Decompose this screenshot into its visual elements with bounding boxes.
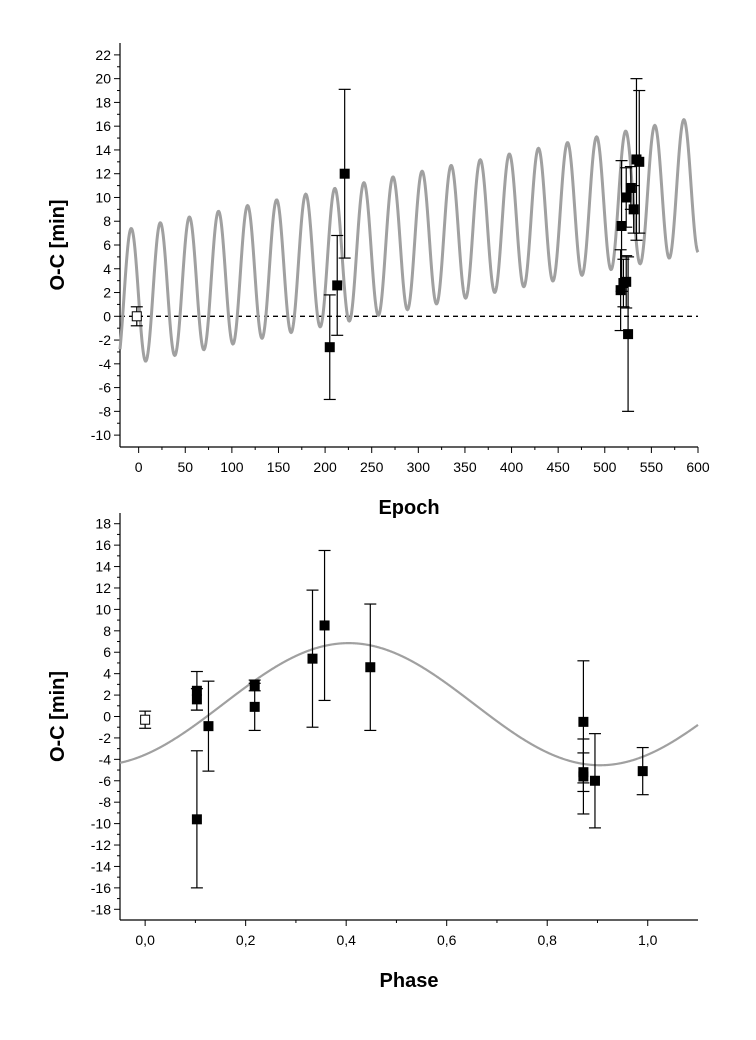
- y-tick-label: 0: [103, 308, 111, 324]
- epoch-chart: -10 -8 -6 -4 -2 0 2 4 6 8 10 12 14 16 18 20 22 0 50 100 150 2…: [47, 43, 710, 519]
- y-tick-label: -6: [99, 380, 112, 396]
- x-axis-title: Epoch: [378, 497, 439, 519]
- y-tick-label: -6: [99, 773, 112, 789]
- y-tick-label: -4: [99, 356, 112, 372]
- y-tick-label: 12: [95, 580, 111, 596]
- data-point: [319, 620, 330, 631]
- x-tick-label: 0: [135, 459, 143, 475]
- y-tick-label: 12: [95, 166, 111, 182]
- data-point: [332, 280, 343, 291]
- x-tick-label: 0,0: [135, 932, 155, 948]
- y-tick-label: 6: [103, 237, 111, 253]
- y-tick-label: 8: [103, 213, 111, 229]
- y-tick-label: -2: [99, 332, 112, 348]
- data-point: [616, 220, 627, 231]
- y-tick-label: -10: [91, 427, 111, 443]
- y-tick-label: -8: [99, 403, 112, 419]
- model-curve: [119, 642, 699, 767]
- y-tick-label: 18: [95, 94, 111, 110]
- phase-chart: -18 -16 -14 -12 -10 -8 -6 -4 -2 0 2 4 6 8 10 12 14 16 18 0,…: [47, 513, 699, 992]
- y-tick-label: -4: [99, 751, 112, 767]
- y-tick-label: 10: [95, 601, 111, 617]
- y-tick-label: 4: [103, 666, 111, 682]
- y-tick-label: -8: [99, 794, 112, 810]
- data-point: [578, 771, 589, 782]
- x-tick-label: 0,8: [537, 932, 557, 948]
- model-curve: [118, 118, 700, 363]
- x-tick-label: 100: [220, 459, 244, 475]
- y-tick-label: 20: [95, 71, 111, 87]
- data-point: [191, 694, 202, 705]
- data-point: [621, 276, 632, 287]
- x-tick-label: 400: [500, 459, 524, 475]
- data-point: [637, 766, 648, 777]
- x-tick-label: 600: [686, 459, 710, 475]
- y-tick-label: 4: [103, 261, 111, 277]
- data-point: [191, 814, 202, 825]
- data-point: [365, 662, 376, 673]
- data-point: [589, 775, 600, 786]
- data-point: [628, 204, 639, 215]
- y-tick-label: -2: [99, 730, 112, 746]
- y-tick-label: 8: [103, 623, 111, 639]
- x-tick-label: 150: [267, 459, 291, 475]
- y-tick-label: 10: [95, 189, 111, 205]
- y-axis-title: O-C [min]: [47, 199, 69, 290]
- y-tick-label: -12: [91, 837, 111, 853]
- y-tick-label: 16: [95, 118, 111, 134]
- x-tick-label: 200: [313, 459, 337, 475]
- data-point: [339, 168, 350, 179]
- data-point: [307, 653, 318, 664]
- x-tick-label: 1,0: [638, 932, 658, 948]
- data-point-open: [131, 311, 142, 322]
- y-tick-label: -16: [91, 880, 111, 896]
- x-tick-label: 0,6: [437, 932, 457, 948]
- x-tick-label: 450: [546, 459, 570, 475]
- x-tick-label: 550: [640, 459, 664, 475]
- x-tick-label: 300: [407, 459, 431, 475]
- y-tick-label: 2: [103, 687, 111, 703]
- y-tick-label: 14: [95, 559, 111, 575]
- y-tick-label: 6: [103, 644, 111, 660]
- y-tick-label: 14: [95, 142, 111, 158]
- x-axis-title: Phase: [380, 970, 439, 992]
- data-point: [625, 182, 636, 193]
- y-tick-label: -14: [91, 858, 111, 874]
- data-point: [203, 721, 214, 732]
- y-tick-label: 0: [103, 709, 111, 725]
- x-tick-label: 250: [360, 459, 384, 475]
- data-point: [634, 156, 645, 167]
- x-tick-label: 350: [453, 459, 477, 475]
- y-tick-label: 22: [95, 47, 111, 63]
- data-point: [578, 716, 589, 727]
- x-tick-label: 0,4: [336, 932, 356, 948]
- y-tick-label: -10: [91, 816, 111, 832]
- x-tick-label: 500: [593, 459, 617, 475]
- x-tick-label: 50: [177, 459, 193, 475]
- y-tick-label: 2: [103, 285, 111, 301]
- data-point: [623, 329, 634, 340]
- y-axis-title: O-C [min]: [47, 671, 69, 762]
- data-point: [324, 342, 335, 353]
- y-tick-label: -18: [91, 901, 111, 917]
- data-point: [621, 192, 632, 203]
- data-point-open: [140, 714, 151, 725]
- x-tick-label: 0,2: [236, 932, 256, 948]
- y-tick-label: 16: [95, 537, 111, 553]
- data-point: [249, 701, 260, 712]
- y-tick-label: 18: [95, 516, 111, 532]
